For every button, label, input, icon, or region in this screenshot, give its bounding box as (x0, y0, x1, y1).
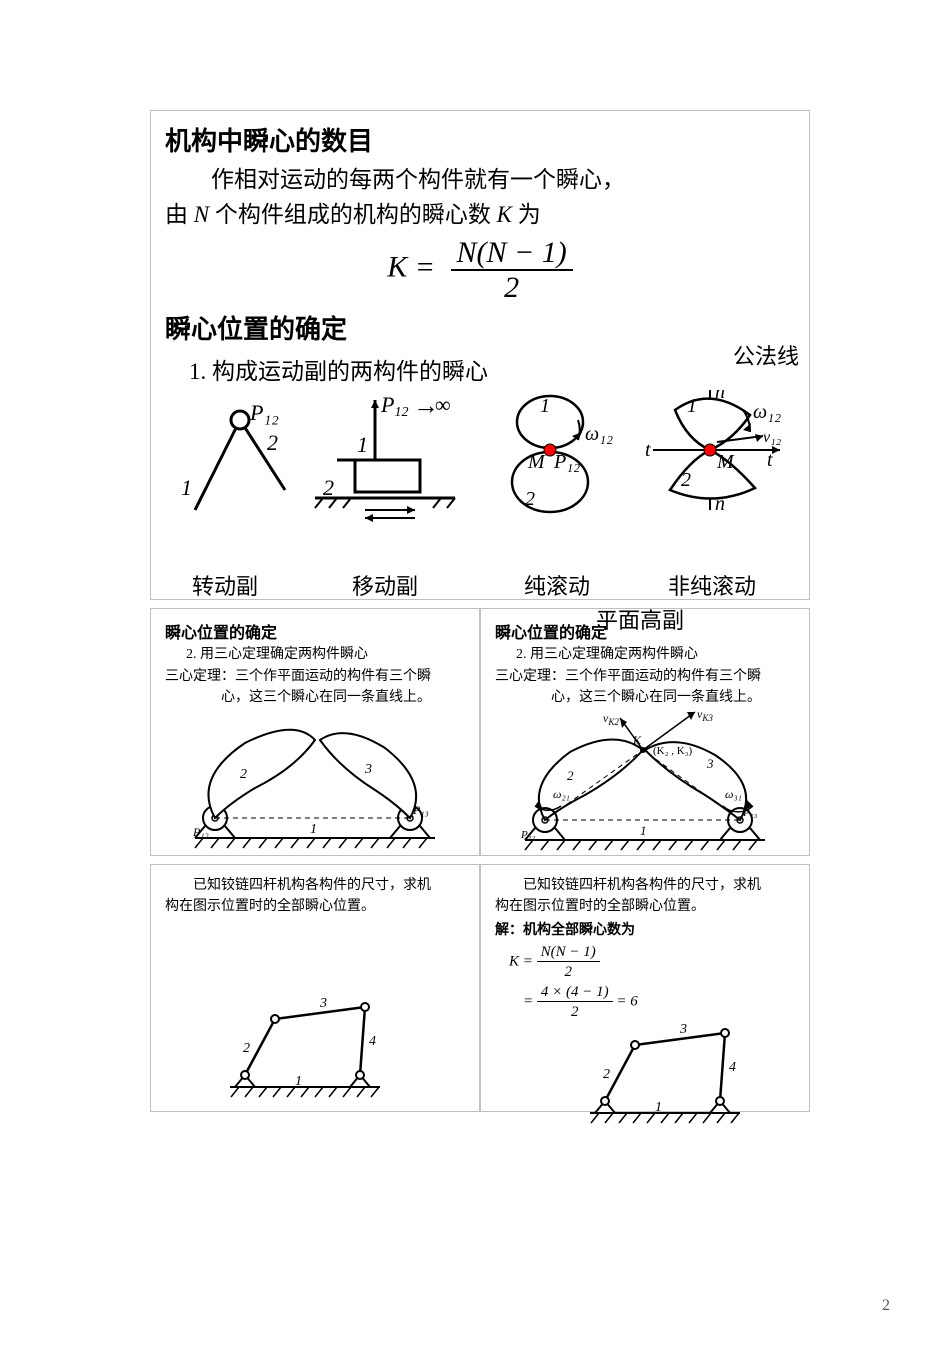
br-formula-1: K = N(N − 1) 2 (509, 943, 795, 981)
slide-inf: ∞ (435, 392, 451, 417)
cell-mid-right: 瞬心位置的确定 2. 用三心定理确定两构件瞬心 三心定理：三个作平面运动的构件有… (480, 608, 810, 856)
page-number: 2 (882, 1297, 890, 1315)
br-f-left: K = (509, 953, 533, 969)
br-line2: 构在图示位置时的全部瞬心位置。 (495, 896, 795, 917)
mr-line3: 心，这三个瞬心在同一条直线上。 (495, 688, 795, 708)
roll-P12: P₁₂ (553, 451, 580, 473)
nr-omega: ω₁₂ (753, 401, 781, 423)
nr-1: 1 (687, 395, 697, 417)
slide-2: 2 (323, 475, 334, 500)
ml-P13: P₁₃ (412, 803, 429, 817)
ml-line3: 心，这三个瞬心在同一条直线上。 (165, 688, 465, 708)
bl-3: 3 (319, 996, 327, 1011)
mr-3: 3 (706, 756, 714, 771)
mr-vk2: vK2 (603, 711, 619, 727)
intro-line2: 由 N 个构件组成的机构的瞬心数 K 为 (165, 199, 795, 230)
cell-top: 机构中瞬心的数目 作相对运动的每两个构件就有一个瞬心， 由 N 个构件组成的机构… (150, 110, 810, 600)
mr-title: 瞬心位置的确定 (495, 619, 795, 643)
formula-K-left: K = (387, 250, 435, 283)
ml-3: 3 (364, 762, 372, 777)
br-diagram: 1 2 3 4 (495, 1021, 795, 1131)
nr-t-right: t (767, 449, 773, 471)
roll-2: 2 (525, 488, 535, 510)
rev-1: 1 (181, 475, 192, 500)
formula-K: K = N(N − 1) 2 (165, 236, 795, 303)
nr-M: M (716, 451, 735, 473)
bl-4: 4 (369, 1034, 376, 1049)
label-normal-line: 公法线 (733, 339, 799, 371)
sub1: 1. 构成运动副的两构件的瞬心 (189, 352, 795, 386)
mr-line2: 三心定理：三个作平面运动的构件有三个瞬 (495, 667, 795, 687)
rev-2: 2 (267, 430, 278, 455)
cell-mid-left: 瞬心位置的确定 2. 用三心定理确定两构件瞬心 三心定理：三个作平面运动的构件有… (150, 608, 480, 856)
cell-bot-left: 已知铰链四杆机构各构件的尺寸，求机 构在图示位置时的全部瞬心位置。 (150, 864, 480, 1112)
diagrams-pair-types: P₁₂ 1 2 P12 → ∞ (165, 390, 797, 565)
title-instant-center-count: 机构中瞬心的数目 (165, 121, 795, 158)
br-4: 4 (729, 1060, 736, 1075)
mr-P12: P₁₂ (520, 829, 536, 841)
title-instant-center-pos: 瞬心位置的确定 (165, 309, 795, 346)
cap-nonroll: 非纯滚动 (668, 569, 756, 601)
mr-diagram: 1 2 3 P₁₂ P₁₃ vK2 vK3 K (K₂ , K₃) ω₂₁ ω₃… (495, 708, 795, 863)
br-f-den: 2 (537, 962, 600, 981)
br-f2-den: 2 (537, 1002, 613, 1021)
br-3: 3 (679, 1022, 687, 1037)
ml-P12: P₁₂ (192, 825, 209, 839)
mr-w31: ω₃₁ (725, 787, 742, 801)
page: 机构中瞬心的数目 作相对运动的每两个构件就有一个瞬心， 由 N 个构件组成的机构… (0, 0, 950, 1345)
mr-1: 1 (640, 823, 647, 838)
mr-line1: 2. 用三心定理确定两构件瞬心 (495, 645, 795, 665)
intro-line1: 作相对运动的每两个构件就有一个瞬心， (165, 164, 795, 195)
bl-line1: 已知铰链四杆机构各构件的尺寸，求机 (165, 875, 465, 896)
mr-w21: ω₂₁ (553, 787, 570, 801)
br-formula-2: = 4 × (4 − 1) 2 = 6 (523, 983, 795, 1021)
nr-2: 2 (681, 469, 691, 491)
formula-K-den: 2 (451, 271, 573, 303)
ml-1: 1 (310, 822, 317, 837)
ml-line2: 三心定理：三个作平面运动的构件有三个瞬 (165, 667, 465, 687)
mr-P13: P₁₃ (742, 807, 758, 819)
br-2: 2 (603, 1067, 610, 1082)
br-1: 1 (655, 1100, 662, 1115)
br-line1: 已知铰链四杆机构各构件的尺寸，求机 (495, 875, 795, 896)
roll-M: M (527, 451, 546, 473)
ml-diagram: 1 2 3 P₁₂ P₁₃ (165, 708, 465, 858)
mr-vk3: vK3 (697, 708, 713, 723)
bl-2: 2 (243, 1041, 250, 1056)
br-sol-label: 解：机构全部瞬心数为 (495, 921, 795, 941)
mr-2: 2 (567, 768, 574, 783)
mr-Klab: (K₂ , K₃) (653, 745, 692, 757)
ml-2: 2 (240, 767, 247, 782)
slide-P12: P12 (380, 392, 408, 420)
cap-roll: 纯滚动 (524, 569, 590, 601)
br-f2-eq: = 6 (616, 993, 637, 1009)
ml-title: 瞬心位置的确定 (165, 619, 465, 643)
ml-line1: 2. 用三心定理确定两构件瞬心 (165, 645, 465, 665)
bl-diagram: 1 2 3 4 (165, 917, 465, 1107)
mr-K: K (632, 733, 642, 747)
roll-1: 1 (540, 395, 550, 417)
br-f2-num: 4 × (4 − 1) (537, 983, 613, 1002)
roll-omega: ω₁₂ (585, 423, 613, 445)
formula-K-num: N(N − 1) (451, 236, 573, 271)
br-f-num: N(N − 1) (537, 943, 600, 962)
cell-bot-right: 已知铰链四杆机构各构件的尺寸，求机 构在图示位置时的全部瞬心位置。 解：机构全部… (480, 864, 810, 1112)
bl-line2: 构在图示位置时的全部瞬心位置。 (165, 896, 465, 917)
bl-1: 1 (295, 1074, 302, 1089)
slide-1: 1 (357, 432, 368, 457)
nr-v12: v₁₂ (763, 429, 782, 446)
nr-t-left: t (645, 439, 651, 461)
rev-P12: P₁₂ (249, 400, 279, 425)
